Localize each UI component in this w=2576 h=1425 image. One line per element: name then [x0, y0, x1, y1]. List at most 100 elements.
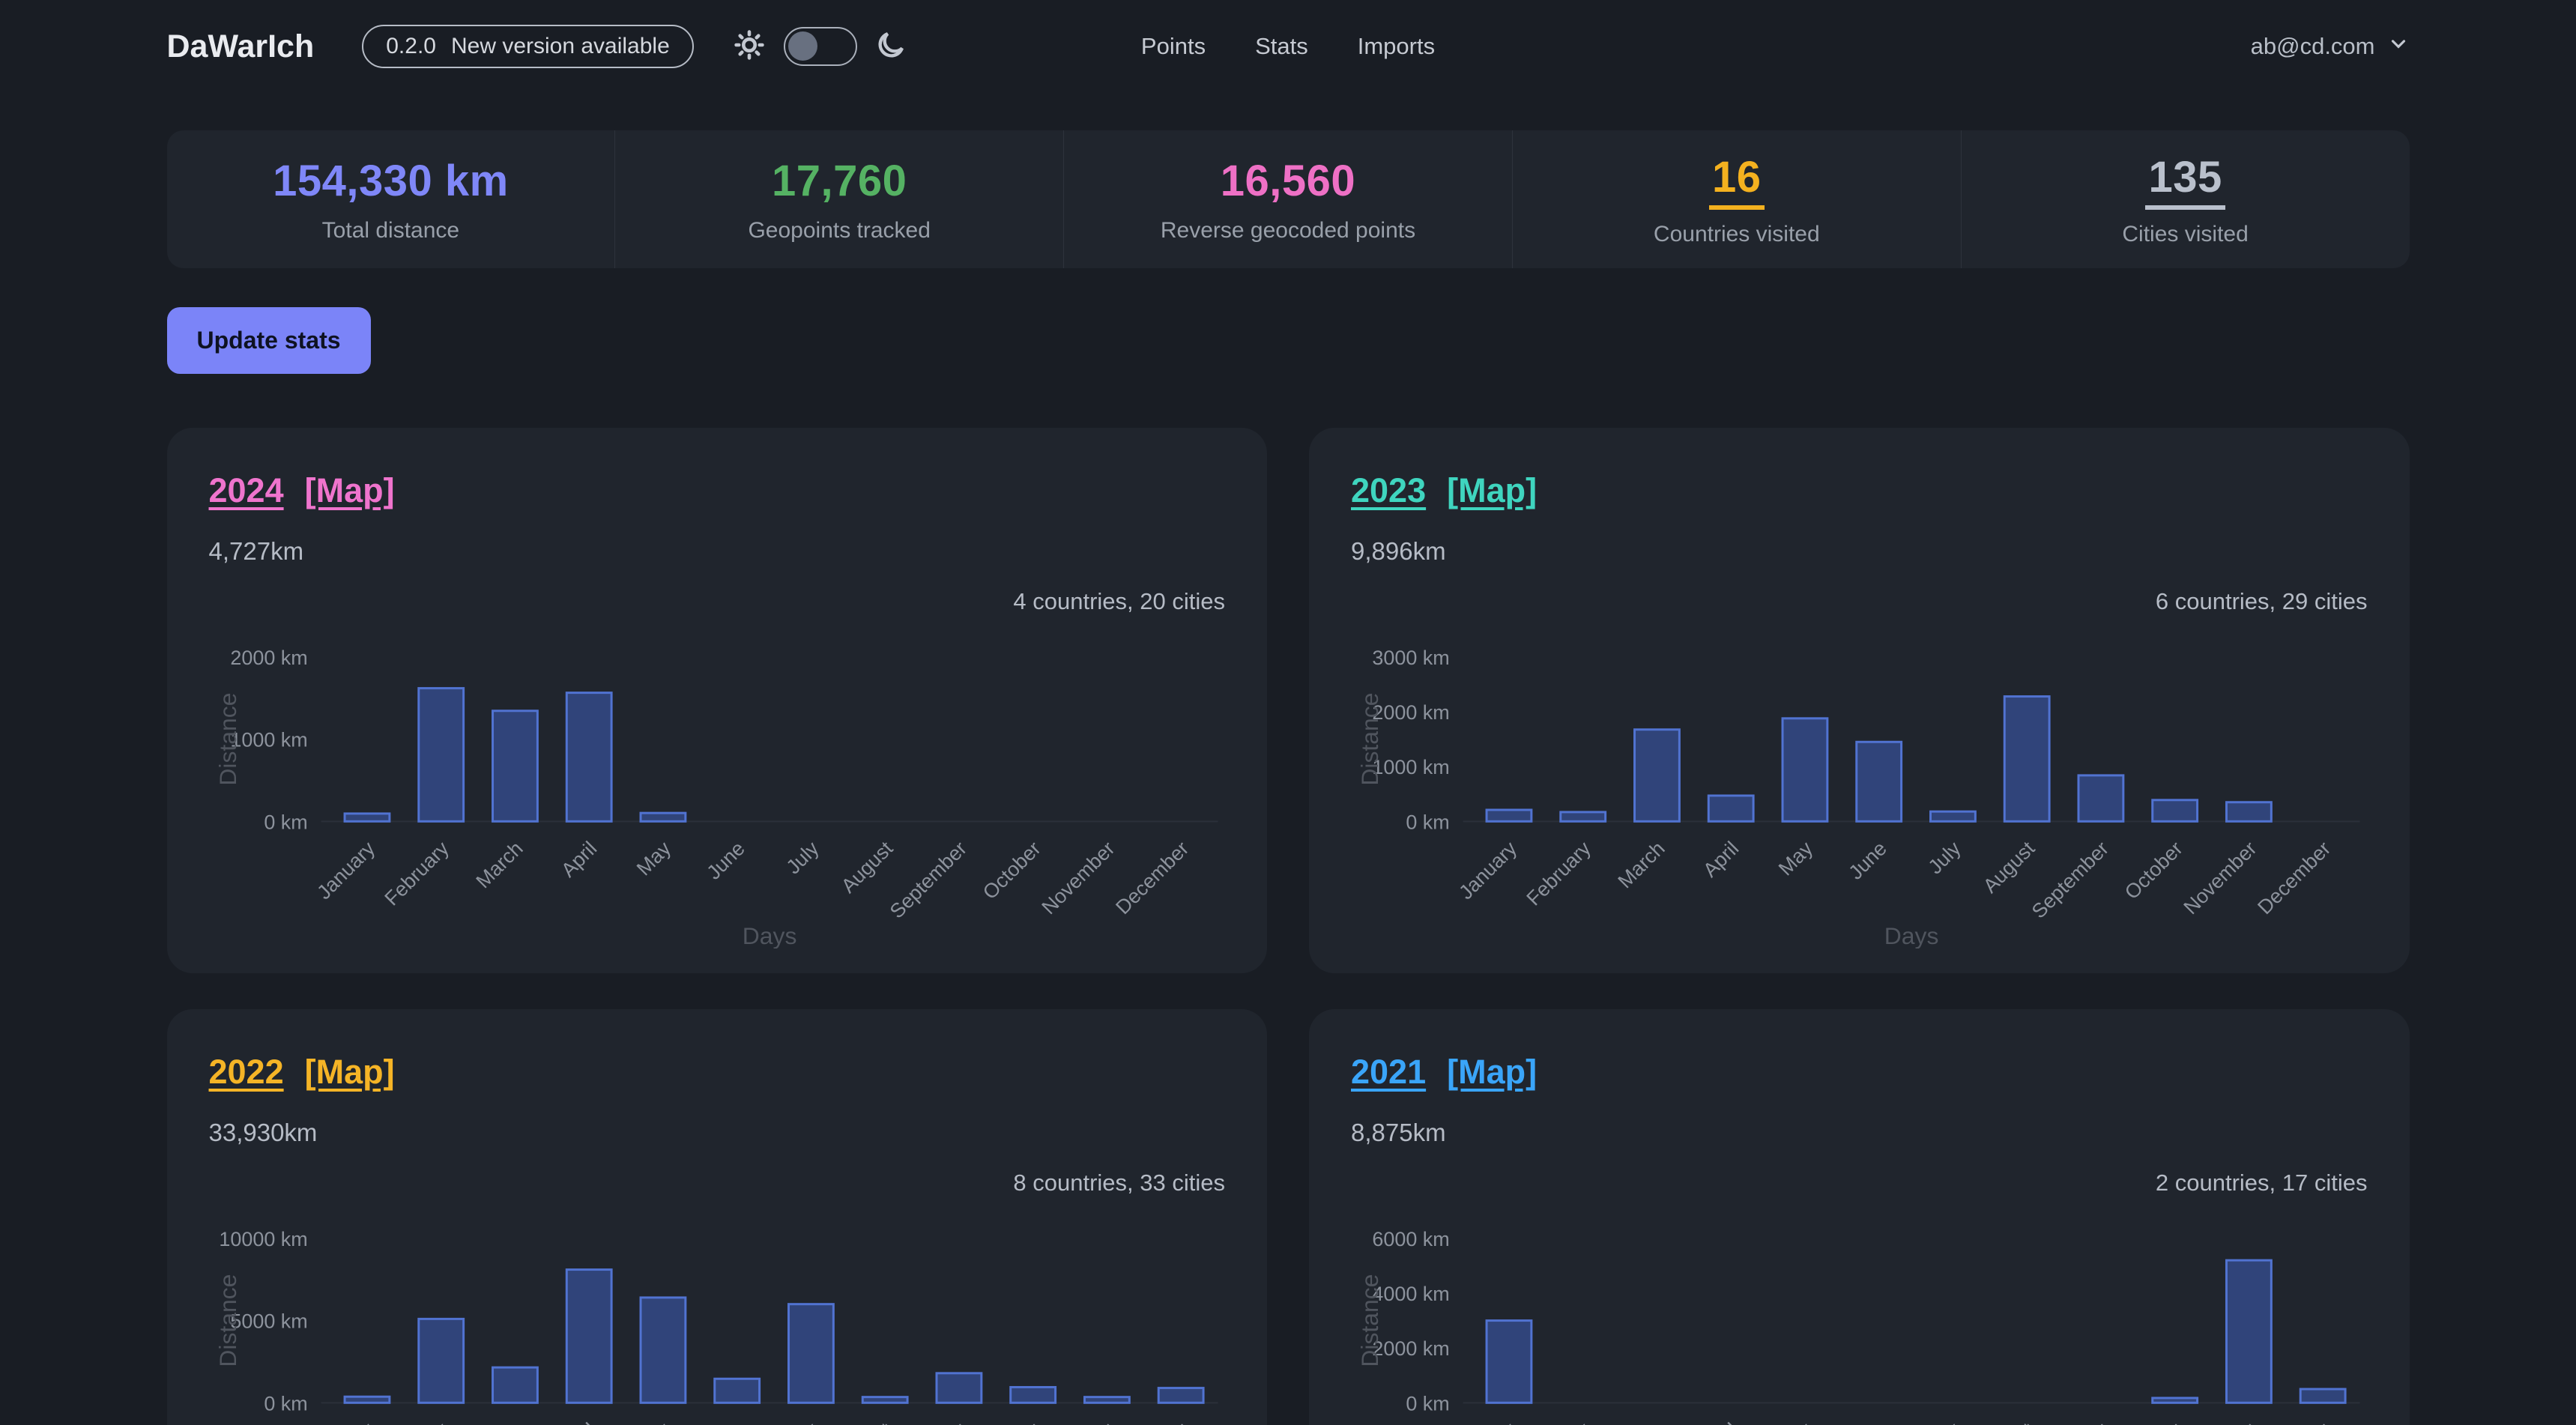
svg-text:January: January: [1454, 837, 1521, 904]
card-head: 2022 [Map]: [209, 1053, 1226, 1092]
svg-text:Distance: Distance: [214, 693, 241, 786]
svg-text:April: April: [557, 837, 601, 881]
app-logo[interactable]: DaWarIch: [166, 28, 315, 64]
nav-stats[interactable]: Stats: [1255, 33, 1308, 59]
year-map-link-2022[interactable]: [Map]: [304, 1053, 395, 1091]
svg-text:August: August: [836, 1418, 897, 1425]
svg-text:September: September: [2028, 1418, 2113, 1425]
version-number: 0.2.0: [386, 34, 436, 58]
theme-switcher: [733, 27, 907, 66]
update-stats-button[interactable]: Update stats: [166, 307, 371, 374]
toggle-knob: [787, 31, 817, 61]
year-summary: 8 countries, 33 cities: [1013, 1170, 1225, 1196]
svg-text:November: November: [1037, 1418, 1119, 1425]
year-map-link-2024[interactable]: [Map]: [304, 471, 395, 509]
year-distance-chart-2024[interactable]: 0 km 1000 km 2000 km January February March Ap…: [209, 627, 1226, 949]
svg-text:March: March: [1614, 837, 1669, 892]
year-total-distance: 4,727km: [208, 537, 304, 565]
stat-reverse-geocoded: 16,560 Reverse geocoded points: [1063, 130, 1512, 268]
year-map-link-2023[interactable]: [Map]: [1447, 471, 1538, 509]
svg-text:May: May: [1774, 837, 1818, 880]
sun-icon: [733, 28, 766, 65]
svg-text:Days: Days: [742, 922, 796, 949]
stat-countries-link[interactable]: 16: [1709, 152, 1765, 210]
svg-text:1000 km: 1000 km: [1372, 756, 1449, 778]
version-badge[interactable]: 0.2.0 New version available: [362, 25, 694, 68]
svg-text:0 km: 0 km: [264, 1392, 307, 1415]
svg-text:December: December: [2253, 837, 2335, 919]
year-distance-chart-2021[interactable]: 0 km 2000 km 4000 km 6000 km JanuaryFebruary…: [1351, 1208, 2368, 1425]
nav-imports[interactable]: Imports: [1357, 33, 1436, 59]
svg-text:October: October: [2120, 1418, 2187, 1425]
svg-text:March: March: [1614, 1418, 1669, 1425]
svg-text:February: February: [380, 1418, 453, 1425]
svg-text:Days: Days: [1884, 922, 1939, 949]
year-link-2023[interactable]: 2023: [1351, 471, 1427, 509]
stat-geopoints-tracked: 17,760 Geopoints tracked: [614, 130, 1063, 268]
svg-text:April: April: [1699, 1418, 1743, 1425]
svg-text:May: May: [632, 837, 675, 880]
svg-text:2000 km: 2000 km: [1372, 701, 1449, 724]
svg-text:0 km: 0 km: [264, 811, 307, 833]
year-distance-chart-2023[interactable]: 0 km 1000 km 2000 km 3000 km January February…: [1351, 627, 2368, 949]
stat-label: Cities visited: [2122, 221, 2249, 246]
year-map-link-2021[interactable]: [Map]: [1447, 1053, 1538, 1091]
user-email: ab@cd.com: [2250, 33, 2375, 59]
svg-text:June: June: [1844, 837, 1891, 884]
svg-text:June: June: [1844, 1418, 1891, 1425]
svg-text:5000 km: 5000 km: [230, 1310, 307, 1333]
svg-text:October: October: [978, 837, 1044, 904]
main-nav: Points Stats Imports: [1141, 33, 1435, 60]
stat-value: 16,560: [1220, 156, 1356, 205]
stat-countries-visited: 16 Countries visited: [1511, 130, 1961, 268]
stat-label: Total distance: [321, 217, 460, 243]
svg-text:January: January: [312, 1418, 379, 1425]
chevron-down-icon: [2387, 32, 2410, 61]
year-summary: 6 countries, 29 cities: [2155, 588, 2368, 614]
svg-text:10000 km: 10000 km: [219, 1228, 307, 1250]
year-card-2022: 2022 [Map] 33,930km 8 countries, 33 citi…: [166, 1009, 1267, 1425]
svg-text:September: September: [2028, 837, 2113, 922]
year-card-2023: 2023 [Map] 9,896km 6 countries, 29 citie…: [1309, 428, 2410, 973]
year-link-2022[interactable]: 2022: [208, 1053, 284, 1091]
year-link-2021[interactable]: 2021: [1351, 1053, 1427, 1091]
year-total-distance: 33,930km: [208, 1119, 318, 1146]
year-link-2024[interactable]: 2024: [208, 471, 284, 509]
svg-text:May: May: [632, 1418, 675, 1425]
svg-text:October: October: [978, 1418, 1044, 1425]
svg-text:4000 km: 4000 km: [1372, 1283, 1449, 1305]
moon-icon: [875, 29, 907, 64]
svg-text:6000 km: 6000 km: [1372, 1228, 1449, 1250]
stat-total-distance: 154,330 km Total distance: [167, 130, 615, 268]
stat-cities-visited: 135 Cities visited: [1960, 130, 2410, 268]
svg-text:December: December: [1111, 837, 1193, 919]
svg-text:3000 km: 3000 km: [1372, 647, 1449, 669]
year-card-2021: 2021 [Map] 8,875km 2 countries, 17 citie…: [1309, 1009, 2410, 1425]
theme-toggle[interactable]: [783, 27, 857, 66]
svg-text:2000 km: 2000 km: [1372, 1337, 1449, 1360]
stat-cities-link[interactable]: 135: [2145, 152, 2225, 210]
svg-text:April: April: [557, 1418, 601, 1425]
stat-value: 17,760: [771, 156, 907, 205]
svg-text:June: June: [702, 1418, 749, 1425]
svg-text:April: April: [1699, 837, 1743, 881]
svg-text:February: February: [1523, 837, 1596, 910]
card-head: 2023 [Map]: [1351, 471, 2368, 510]
stat-label: Countries visited: [1653, 221, 1820, 246]
svg-text:December: December: [2253, 1418, 2335, 1425]
year-card-2024: 2024 [Map] 4,727km 4 countries, 20 citie…: [166, 428, 1267, 973]
svg-text:August: August: [1979, 1418, 2040, 1425]
nav-points[interactable]: Points: [1140, 33, 1206, 59]
svg-text:June: June: [702, 837, 749, 884]
svg-text:November: November: [2180, 837, 2261, 919]
svg-text:0 km: 0 km: [1406, 811, 1449, 833]
svg-text:August: August: [836, 837, 897, 898]
svg-text:February: February: [1523, 1418, 1596, 1425]
user-menu[interactable]: ab@cd.com: [2251, 32, 2410, 61]
svg-text:January: January: [312, 837, 379, 904]
svg-text:May: May: [1774, 1418, 1818, 1425]
svg-text:July: July: [781, 837, 823, 878]
svg-text:July: July: [1924, 837, 1965, 878]
year-total-distance: 9,896km: [1351, 537, 1446, 565]
